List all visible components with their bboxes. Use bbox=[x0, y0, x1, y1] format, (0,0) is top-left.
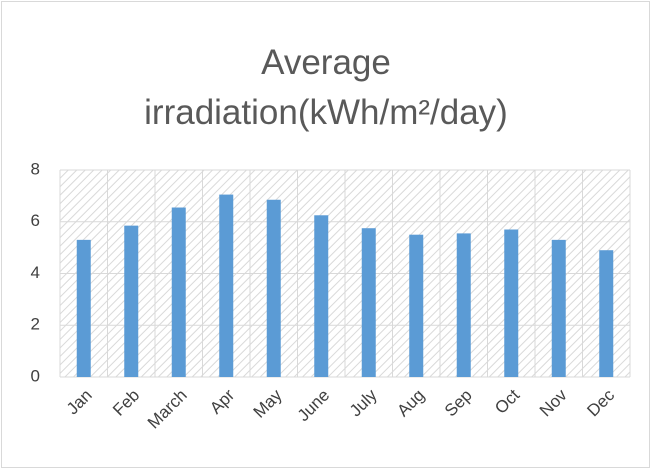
x-tick-label: July bbox=[346, 385, 381, 420]
chart-title: Average irradiation(kWh/m²/day) bbox=[144, 43, 508, 132]
bar bbox=[456, 233, 471, 377]
bar bbox=[124, 225, 139, 377]
bar bbox=[171, 207, 186, 377]
y-tick-label: 2 bbox=[31, 315, 40, 334]
y-tick-label: 8 bbox=[31, 159, 40, 178]
bar bbox=[219, 194, 234, 377]
bar bbox=[314, 215, 329, 377]
x-tick-label: Apr bbox=[206, 385, 238, 417]
y-tick-label: 0 bbox=[31, 366, 40, 385]
x-tick-label: Aug bbox=[393, 386, 428, 421]
bar bbox=[504, 229, 519, 377]
x-tick-label: June bbox=[294, 386, 334, 426]
x-tick-label: Jan bbox=[63, 386, 96, 419]
bar bbox=[76, 239, 91, 377]
x-tick-label: Nov bbox=[536, 385, 571, 420]
y-tick-label: 4 bbox=[31, 263, 40, 282]
x-tick-label: Dec bbox=[583, 385, 618, 420]
bar bbox=[599, 250, 614, 377]
x-tick-label: May bbox=[250, 385, 286, 421]
x-tick-label: Feb bbox=[109, 386, 143, 420]
bar bbox=[551, 239, 566, 377]
y-tick-label: 6 bbox=[31, 211, 40, 230]
bar bbox=[361, 228, 376, 377]
x-tick-label: Oct bbox=[491, 385, 523, 417]
x-tick-label: Sep bbox=[441, 386, 476, 421]
bar bbox=[409, 234, 424, 377]
bar bbox=[266, 199, 281, 377]
x-tick-label: March bbox=[144, 386, 191, 433]
